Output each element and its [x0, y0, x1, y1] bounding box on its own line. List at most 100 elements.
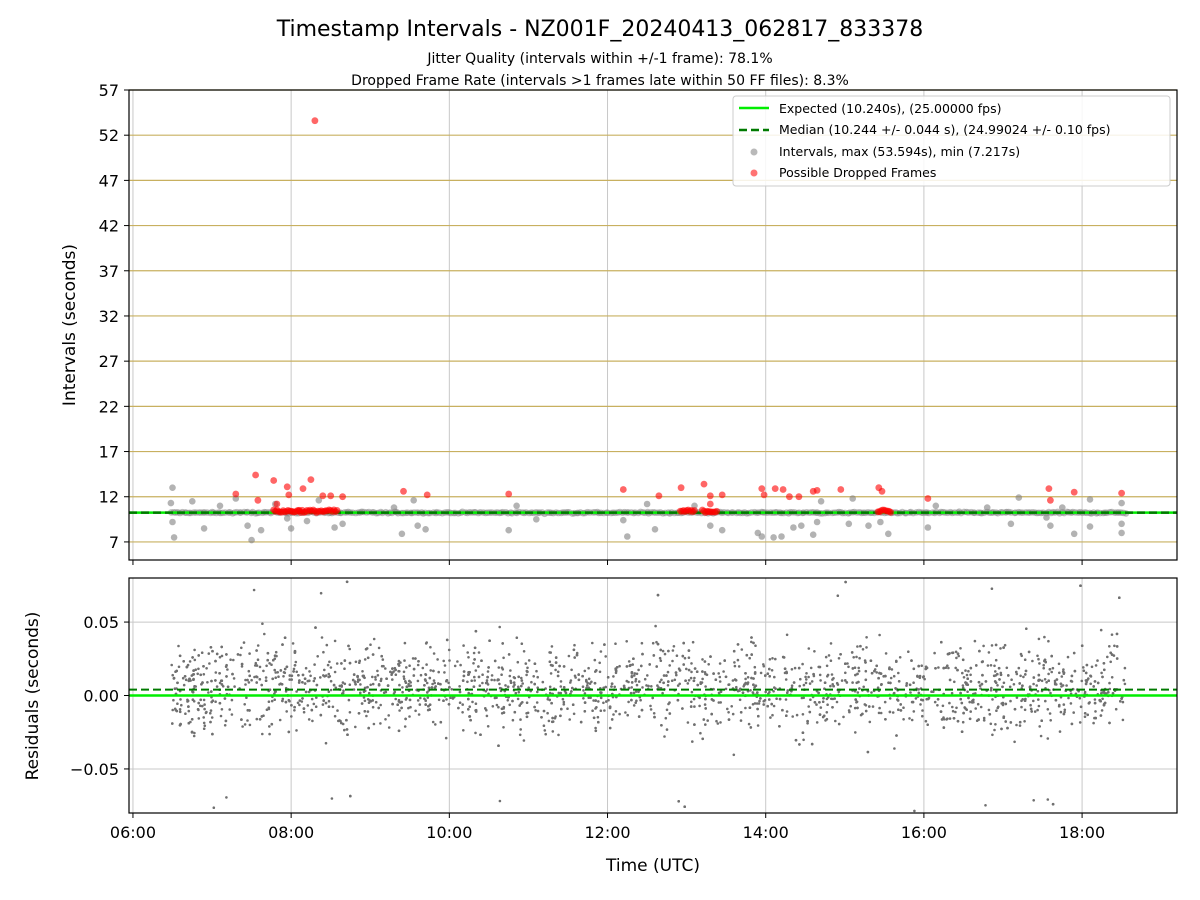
residual-point	[214, 671, 218, 674]
residual-point	[214, 700, 217, 703]
residual-point	[740, 648, 744, 651]
residual-point	[1065, 684, 1068, 687]
residual-point	[704, 723, 707, 726]
residual-point	[542, 724, 546, 727]
residual-point	[461, 711, 464, 714]
residual-point	[295, 670, 299, 674]
residual-point	[333, 714, 337, 718]
residual-point	[1046, 708, 1050, 711]
residual-point	[272, 658, 275, 662]
intervals-y-tick-label: 42	[99, 217, 119, 236]
residual-point	[458, 685, 461, 688]
residual-point	[302, 707, 306, 710]
residual-point	[753, 702, 757, 705]
residual-point	[691, 740, 694, 743]
residual-point	[288, 678, 292, 681]
residual-point	[1036, 708, 1039, 712]
residual-point	[548, 685, 552, 689]
residual-point	[372, 722, 376, 726]
residual-point	[661, 691, 664, 695]
dropped-frame-point	[1047, 496, 1054, 504]
residual-point	[597, 720, 600, 724]
residual-point	[837, 690, 841, 694]
residual-point	[998, 678, 1001, 681]
residual-point	[447, 681, 450, 685]
residual-point	[704, 707, 707, 710]
residual-point	[856, 672, 859, 676]
residual-point	[206, 681, 209, 684]
residual-point	[1062, 668, 1065, 671]
residual-point	[461, 679, 465, 682]
residual-point	[319, 676, 322, 679]
residual-point	[575, 651, 579, 655]
residual-point	[192, 669, 195, 672]
residual-point	[211, 649, 214, 653]
residual-point	[456, 660, 459, 663]
residual-point	[184, 678, 188, 682]
residual-point	[1043, 658, 1047, 662]
residual-point	[1103, 668, 1106, 672]
residual-point	[248, 723, 252, 727]
residual-point	[1115, 645, 1119, 648]
residual-point	[387, 714, 391, 717]
residual-point	[484, 689, 488, 693]
residual-point	[509, 669, 512, 672]
residual-point	[693, 676, 696, 680]
residual-point	[268, 732, 271, 736]
residual-point	[354, 660, 358, 664]
residual-point	[445, 679, 449, 682]
residual-point	[936, 704, 939, 707]
residual-point	[498, 799, 502, 803]
residual-point	[1084, 671, 1088, 675]
residual-point	[402, 675, 406, 678]
residual-point	[732, 649, 736, 653]
residual-point	[1023, 699, 1027, 702]
residual-point	[1035, 684, 1038, 687]
residual-point	[327, 672, 331, 676]
interval-point	[170, 534, 178, 541]
residual-point	[749, 689, 752, 692]
residual-point	[1101, 697, 1104, 701]
residual-point	[953, 680, 956, 684]
residual-point	[856, 691, 860, 694]
residual-point	[1032, 699, 1035, 703]
residual-point	[905, 682, 909, 685]
residual-point	[507, 653, 511, 656]
residual-point	[295, 729, 298, 732]
residual-point	[598, 661, 601, 665]
residual-point	[266, 658, 270, 662]
residual-point	[675, 654, 679, 657]
residual-point	[1009, 721, 1013, 724]
residual-point	[412, 667, 416, 671]
residual-point	[313, 663, 316, 666]
residual-point	[1118, 596, 1121, 599]
residual-point	[453, 664, 457, 668]
residual-point	[267, 700, 271, 703]
residual-point	[926, 723, 929, 726]
residual-point	[1080, 644, 1084, 647]
residual-point	[768, 698, 771, 701]
legend-box	[732, 95, 1171, 187]
residual-point	[396, 703, 400, 706]
residual-point	[594, 729, 598, 733]
residual-point	[967, 696, 970, 700]
residual-point	[1106, 655, 1109, 659]
residual-point	[585, 680, 588, 683]
residual-point	[892, 674, 896, 678]
residual-point	[407, 706, 410, 710]
residual-point	[689, 676, 693, 680]
residual-point	[374, 700, 378, 704]
residual-point	[1100, 671, 1103, 675]
residual-point	[701, 670, 704, 673]
residual-point	[385, 677, 388, 680]
residual-point	[394, 697, 398, 701]
residual-point	[682, 663, 685, 666]
residual-point	[179, 698, 182, 701]
residual-point	[1082, 669, 1086, 672]
residual-point	[369, 683, 373, 687]
residual-point	[261, 732, 264, 736]
dropped-frame-point	[878, 487, 886, 495]
residual-point	[347, 644, 350, 648]
residual-point	[1036, 689, 1040, 693]
residual-point	[924, 719, 928, 723]
